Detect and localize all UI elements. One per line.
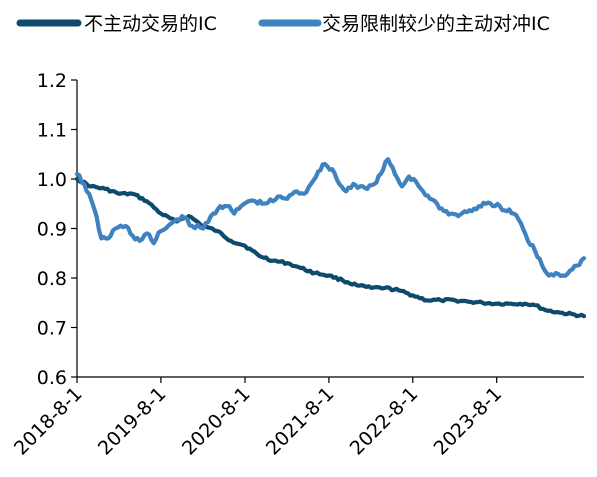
- x-tick-label: 2022-8-1: [346, 383, 423, 460]
- y-tick-label: 1.1: [37, 120, 67, 142]
- y-tick-label: 1.0: [37, 169, 67, 191]
- legend-label-series-1: 不主动交易的IC: [84, 13, 217, 35]
- x-tick-label: 2023-8-1: [430, 383, 507, 460]
- series-line-2: [74, 157, 587, 278]
- x-tick-label: 2020-8-1: [178, 383, 255, 460]
- x-tick-label: 2018-8-1: [10, 383, 87, 460]
- y-tick-label: 0.7: [37, 318, 67, 340]
- y-tick-label: 0.6: [37, 367, 67, 389]
- y-tick-label: 0.8: [37, 268, 67, 290]
- x-tick-label: 2019-8-1: [94, 383, 171, 460]
- y-tick-label: 1.2: [37, 70, 67, 92]
- x-tick-label: 2021-8-1: [262, 383, 339, 460]
- legend: 不主动交易的IC 交易限制较少的主动对冲IC: [16, 13, 550, 35]
- series-line-1: [74, 176, 587, 319]
- legend-label-series-2: 交易限制较少的主动对冲IC: [322, 13, 550, 35]
- y-tick-label: 0.9: [37, 219, 67, 241]
- series-layer: [74, 157, 587, 319]
